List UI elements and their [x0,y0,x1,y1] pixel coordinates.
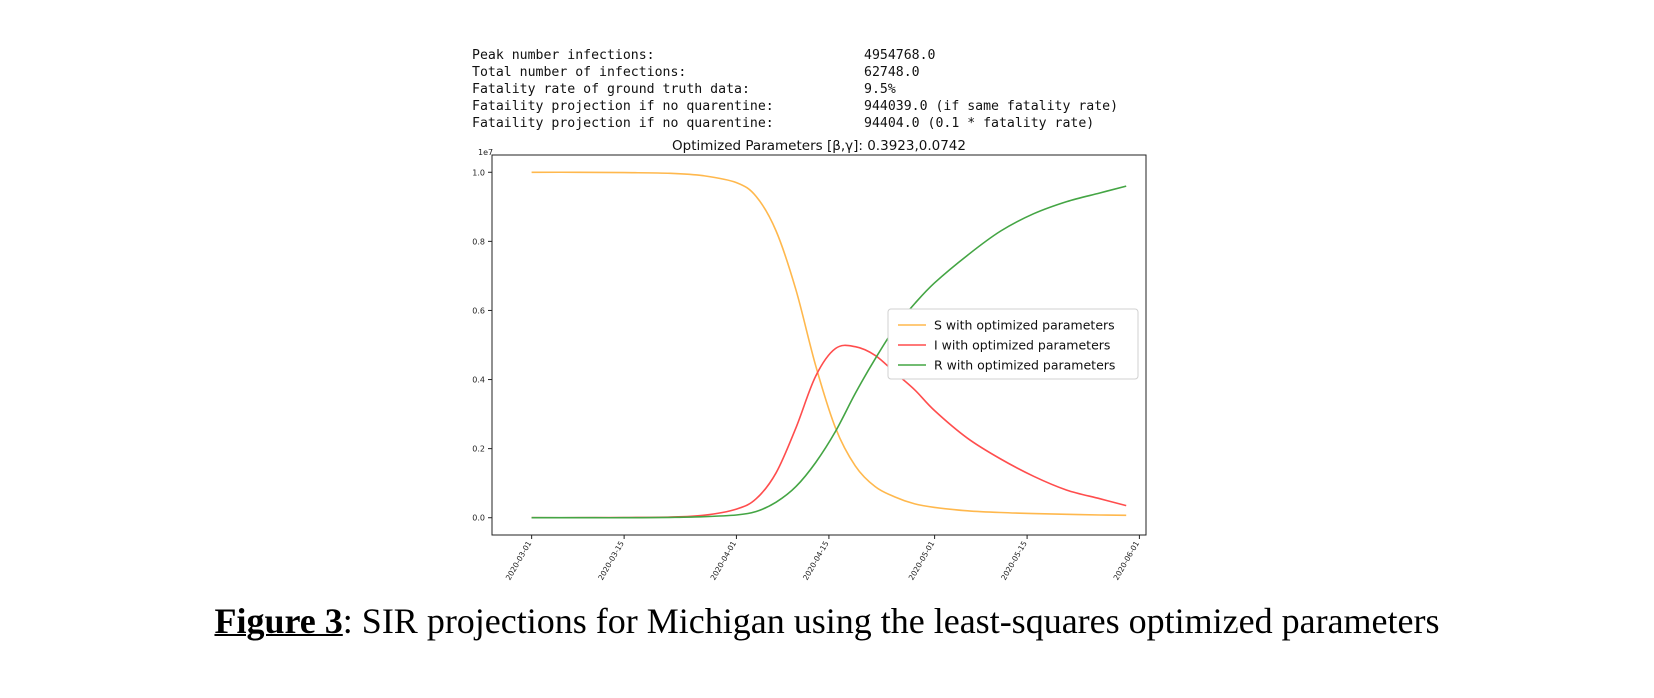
x-tick-label: 2020-04-01 [709,539,739,581]
series-line-s [531,171,1127,517]
legend-label-r: R with optimized parameters [934,358,1115,373]
x-tick-label: 2020-03-15 [596,539,626,581]
y-axis: 0.0 0.2 0.4 0.6 0.8 1.0 [472,168,492,523]
stat-row: Total number of infections: 62748.0 [472,64,920,81]
stats-block: Peak number infections: 4954768.0 Total … [472,47,1118,132]
stat-label: Fataility projection if no quarentine: [472,116,774,131]
x-tick-label: 2020-04-15 [801,539,831,581]
stat-value: 944039.0 (if same fatality rate) [864,99,1119,114]
legend-label-s: S with optimized parameters [934,318,1115,333]
legend-label-i: I with optimized parameters [934,338,1110,353]
stat-value: 94404.0 (0.1 * fatality rate) [864,116,1095,131]
stat-row: Fataility projection if no quarentine: 9… [472,115,1094,132]
y-tick-label: 0.0 [472,514,485,523]
y-tick-label: 0.4 [472,376,485,385]
stat-label: Fatality rate of ground truth data: [472,82,750,97]
y-tick-label: 0.2 [472,445,485,454]
x-tick-label: 2020-06-01 [1112,539,1142,581]
series-line-r [531,185,1127,519]
y-tick-label: 0.6 [472,306,485,315]
figure-label: Figure 3 [214,601,343,641]
stat-row: Peak number infections: 4954768.0 [472,47,935,64]
x-tick-label: 2020-03-01 [504,539,534,581]
sir-chart: Optimized Parameters [β,γ]: 0.3923,0.074… [472,138,1147,582]
y-multiplier-label: 1e7 [478,148,493,157]
stat-label: Total number of infections: [472,65,687,80]
y-tick-label: 1.0 [472,168,485,177]
y-tick-label: 0.8 [472,237,485,246]
chart-title: Optimized Parameters [β,γ]: 0.3923,0.074… [672,138,966,154]
stat-label: Peak number infections: [472,48,655,63]
caption-text: : SIR projections for Michigan using the… [342,601,1440,641]
stat-label: Fataility projection if no quarentine: [472,99,774,114]
stat-value: 4954768.0 [864,48,936,63]
plot-area-frame [491,154,1147,536]
stat-row: Fatality rate of ground truth data: 9.5% [472,81,896,98]
series-lines [531,171,1127,519]
x-axis: 2020-03-01 2020-03-15 2020-04-01 2020-04-15… [504,535,1141,582]
x-tick-label: 2020-05-01 [907,539,937,581]
stat-value: 9.5% [864,82,896,97]
x-tick-label: 2020-05-15 [999,539,1029,581]
figure-caption: Figure 3: SIR projections for Michigan u… [0,600,1654,642]
stat-value: 62748.0 [864,65,920,80]
legend: S with optimized parameters I with optimi… [887,308,1139,380]
stat-row: Fataility projection if no quarentine: 9… [472,98,1118,115]
legend-box [887,308,1139,380]
